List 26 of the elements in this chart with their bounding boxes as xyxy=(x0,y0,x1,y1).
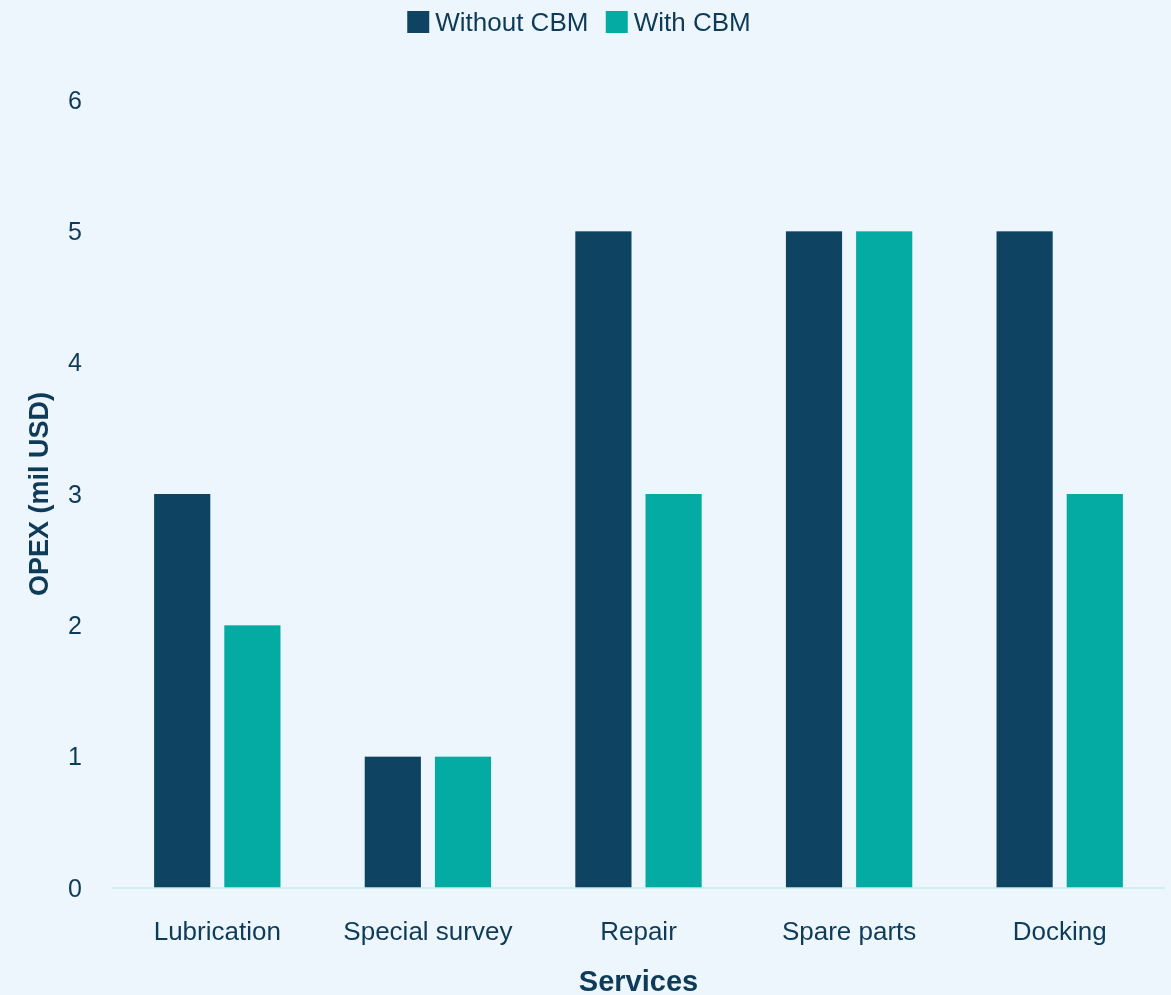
x-tick-label: Docking xyxy=(1012,916,1107,946)
x-tick-label: Lubrication xyxy=(153,916,281,946)
y-tick-label: 0 xyxy=(68,873,82,902)
y-axis-title: OPEX (mil USD) xyxy=(24,391,54,597)
x-tick-label: Special survey xyxy=(343,916,513,946)
bar xyxy=(575,231,632,888)
bar xyxy=(434,756,492,888)
x-tick-label: Repair xyxy=(600,916,678,946)
y-tick-label: 2 xyxy=(68,611,82,640)
y-tick-label: 1 xyxy=(68,742,82,771)
bar xyxy=(364,756,421,888)
legend-label: Without CBM xyxy=(435,7,589,38)
bar xyxy=(645,494,702,888)
bar xyxy=(856,231,913,888)
legend-label: With CBM xyxy=(633,7,751,38)
bar xyxy=(154,494,211,888)
y-tick-label: 4 xyxy=(68,348,83,377)
bar xyxy=(1066,494,1123,888)
bar xyxy=(785,231,843,888)
y-tick-label: 6 xyxy=(68,85,82,114)
x-axis-title: Services xyxy=(578,965,699,995)
bar xyxy=(996,231,1053,888)
y-tick-label: 3 xyxy=(68,479,82,508)
bar xyxy=(224,625,281,888)
y-tick-label: 5 xyxy=(68,217,82,246)
x-tick-label: Spare parts xyxy=(781,916,917,946)
